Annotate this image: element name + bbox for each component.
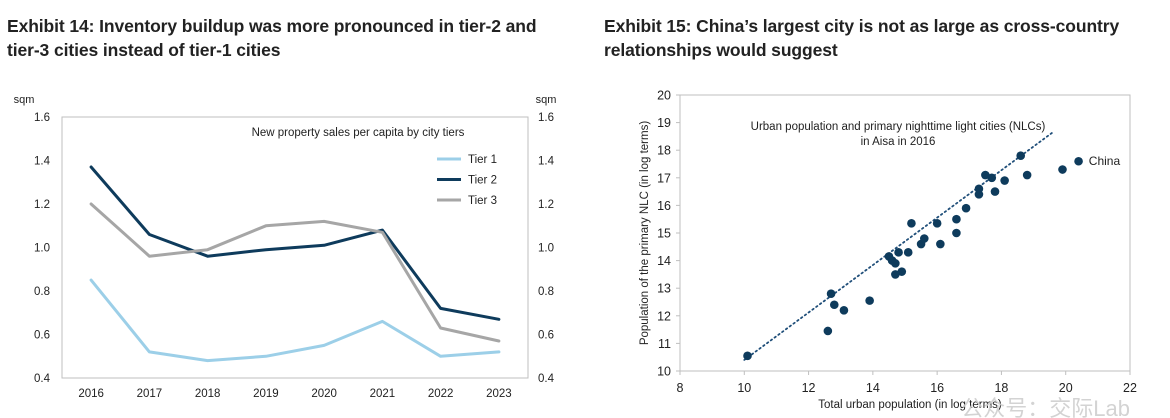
scatter-point — [1074, 156, 1083, 166]
x-tick-label: 2019 — [253, 388, 279, 400]
y-tick-right: 0.6 — [538, 330, 554, 342]
y-axis-label: Population of the primary NLC (in log te… — [639, 121, 651, 346]
chart-title: New property sales per capita by city ti… — [252, 127, 465, 139]
x-tick-label: 2022 — [428, 388, 454, 400]
scatter-point — [952, 228, 961, 238]
scatter-point — [891, 259, 900, 268]
x-tick-label: 2021 — [370, 388, 396, 400]
scatter-point — [865, 296, 874, 305]
x-tick-label: 10 — [737, 381, 751, 395]
scatter-point — [903, 248, 913, 257]
x-tick-label: 18 — [994, 381, 1008, 395]
y-tick-label: 15 — [657, 227, 671, 241]
y-tick-left: 1.6 — [34, 112, 50, 124]
scatter-point — [1022, 170, 1032, 180]
legend-label: Tier 3 — [468, 195, 497, 207]
scatter-point — [990, 187, 1000, 196]
plot-area-frame — [61, 116, 529, 379]
y-tick-left: 0.6 — [34, 330, 50, 342]
y-tick-label: 19 — [657, 116, 671, 130]
x-tick-label: 2017 — [137, 388, 163, 400]
y-tick-right: 1.0 — [538, 243, 554, 255]
china-annotation: China — [1089, 154, 1121, 168]
x-tick-label: 2023 — [486, 388, 512, 400]
x-tick-label: 14 — [866, 381, 880, 395]
scatter-point — [907, 219, 916, 228]
series-line — [89, 278, 501, 363]
exhibit-15-title: Exhibit 15: China’s largest city is not … — [604, 16, 1120, 60]
y-tick-label: 18 — [657, 144, 671, 158]
series-line — [89, 202, 501, 343]
scatter-point — [826, 289, 836, 299]
scatter-point — [1016, 151, 1026, 161]
scatter-point — [981, 170, 990, 180]
y-tick-label: 10 — [657, 365, 671, 379]
x-tick-label: 2018 — [195, 388, 221, 400]
exhibit-14-title: Exhibit 14: Inventory buildup was more p… — [7, 16, 537, 60]
legend-label: Tier 2 — [468, 175, 497, 187]
x-tick-label: 20 — [1059, 381, 1073, 395]
scatter-point — [897, 267, 907, 276]
scatter-point — [743, 351, 752, 361]
y-tick-left: 1.2 — [34, 199, 50, 211]
x-tick-label: 8 — [677, 381, 684, 395]
y-tick-right: 0.4 — [538, 373, 555, 385]
trendline — [743, 131, 1054, 361]
x-tick-label: 16 — [930, 381, 944, 395]
x-tick-label: 12 — [802, 381, 816, 395]
watermark-text: 公众号：交际Lab — [961, 396, 1130, 418]
scatter-point — [894, 248, 903, 257]
scatter-title-line-1: Urban population and primary nighttime l… — [751, 121, 1046, 133]
scatter-point — [1000, 176, 1009, 185]
y-tick-label: 17 — [657, 171, 671, 185]
y-axis-unit-right: sqm — [536, 94, 557, 106]
y-tick-label: 16 — [657, 199, 671, 213]
y-tick-left: 1.0 — [34, 243, 50, 255]
scatter-point — [823, 326, 833, 336]
series-line — [89, 165, 501, 321]
scatter-title-line-2: in Aisa in 2016 — [861, 136, 936, 148]
y-tick-right: 1.2 — [538, 199, 554, 211]
scatter-point — [961, 203, 971, 213]
y-tick-label: 20 — [657, 89, 671, 103]
y-tick-left: 1.4 — [34, 156, 51, 168]
y-tick-right: 0.8 — [538, 286, 554, 298]
scatter-point — [919, 234, 929, 243]
legend-label: Tier 1 — [468, 154, 497, 166]
scatter-point — [987, 173, 997, 183]
x-axis-label: Total urban population (in log terms) — [818, 399, 1002, 411]
scatter-point — [952, 214, 961, 224]
y-tick-right: 1.6 — [538, 112, 554, 124]
scatter-point — [932, 219, 942, 228]
scatter-point — [936, 239, 945, 249]
x-tick-label: 2016 — [78, 388, 104, 400]
x-tick-label: 2020 — [311, 388, 337, 400]
scatter-point — [891, 270, 900, 279]
y-axis-unit-left: sqm — [14, 94, 35, 106]
y-tick-right: 1.4 — [538, 156, 555, 168]
x-tick-label: 22 — [1123, 381, 1137, 395]
scatter-point — [1058, 165, 1067, 174]
y-tick-left: 0.8 — [34, 286, 50, 298]
y-tick-label: 14 — [657, 254, 671, 268]
y-tick-label: 11 — [658, 337, 671, 351]
scatter-point — [974, 184, 984, 194]
y-tick-label: 12 — [657, 309, 671, 323]
y-tick-label: 13 — [657, 282, 671, 296]
scatter-point — [839, 305, 849, 315]
scatter-point — [829, 300, 839, 310]
y-tick-left: 0.4 — [34, 373, 51, 385]
